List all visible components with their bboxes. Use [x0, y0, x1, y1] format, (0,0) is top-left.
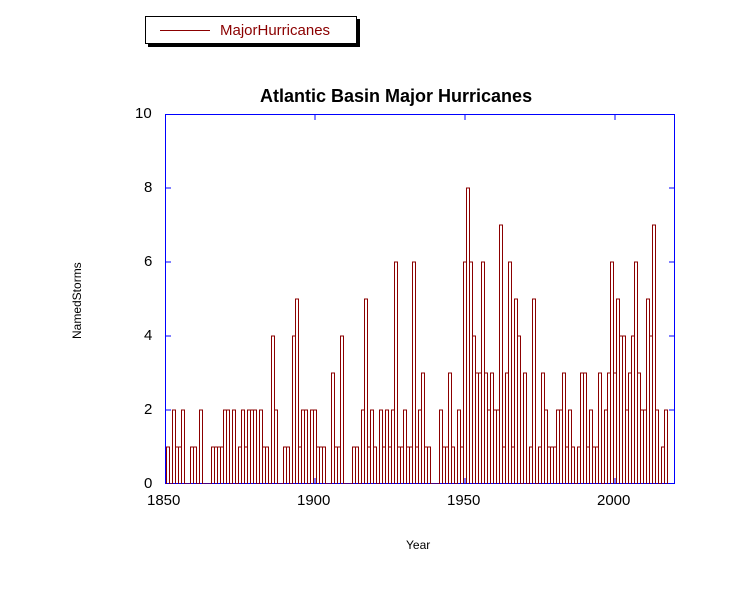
x-tick-label: 2000: [597, 492, 630, 509]
y-tick-label: 10: [135, 105, 152, 122]
chart-svg: [165, 114, 675, 484]
legend-series-label: MajorHurricanes: [220, 22, 330, 39]
y-tick-label: 8: [144, 179, 152, 196]
x-tick-label: 1900: [297, 492, 330, 509]
y-tick-label: 4: [144, 327, 152, 344]
y-axis-label: NamedStorms: [70, 262, 84, 339]
y-tick-label: 0: [144, 475, 152, 492]
y-tick-label: 2: [144, 401, 152, 418]
chart-title: Atlantic Basin Major Hurricanes: [260, 86, 532, 107]
plot-area: [165, 114, 675, 484]
legend: MajorHurricanes: [145, 16, 357, 44]
legend-series-line: [160, 30, 210, 31]
x-tick-label: 1850: [147, 492, 180, 509]
x-axis-label: Year: [406, 538, 430, 552]
y-tick-label: 6: [144, 253, 152, 270]
chart-container: MajorHurricanes Atlantic Basin Major Hur…: [0, 0, 734, 599]
x-tick-label: 1950: [447, 492, 480, 509]
